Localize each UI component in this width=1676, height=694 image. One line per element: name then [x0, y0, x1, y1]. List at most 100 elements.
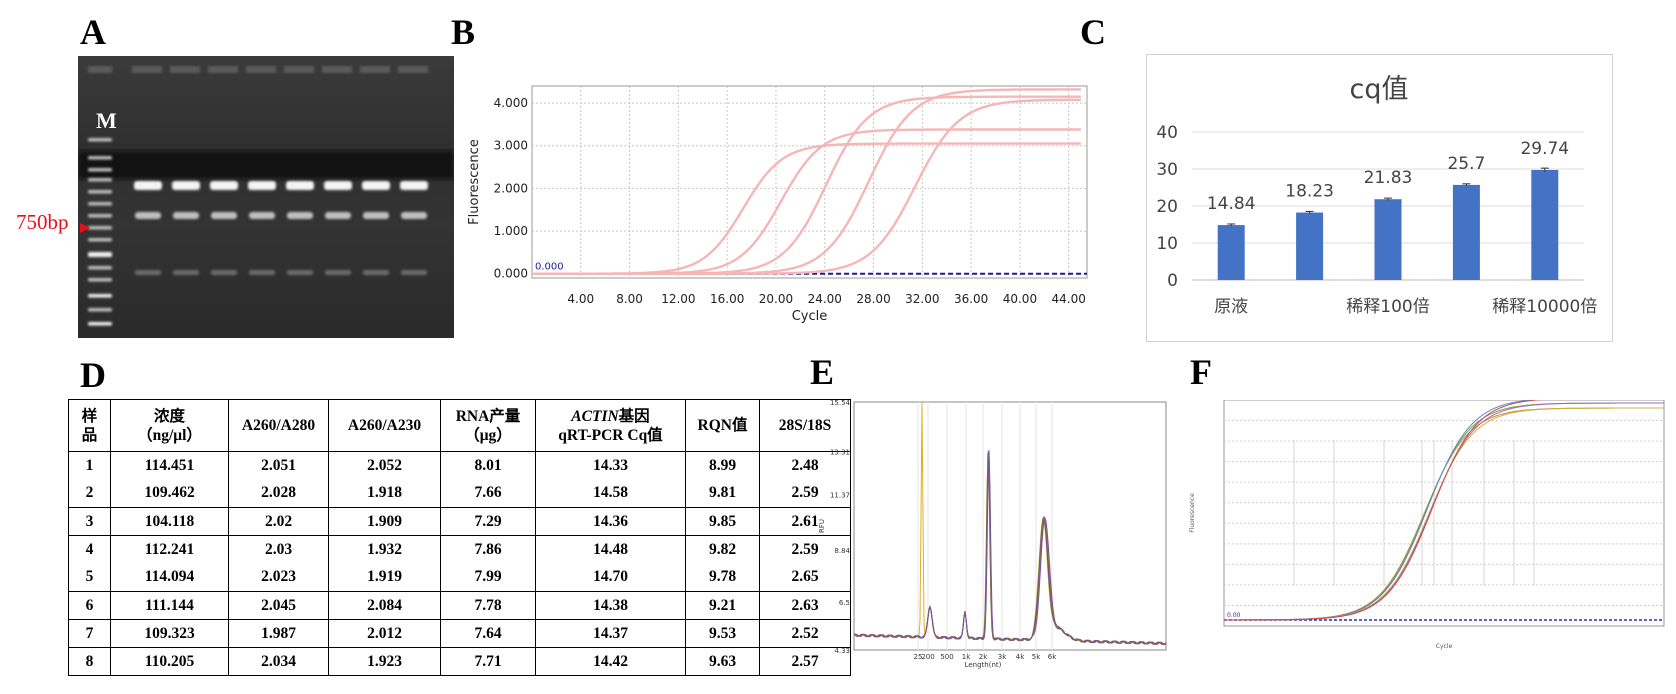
- y-tick-label: 4.000: [494, 96, 528, 110]
- x-tick-label: 4.00: [567, 292, 594, 306]
- y-tick-label: 8.84: [834, 547, 850, 555]
- y-tick-label: 1.000: [494, 224, 528, 238]
- threshold-label: 0.000: [535, 262, 564, 273]
- amplification-curve: [532, 98, 1081, 275]
- table-cell: 114.094: [110, 563, 229, 592]
- table-cell: 9.78: [685, 563, 760, 592]
- ladder-band: [88, 308, 112, 312]
- sample-band-28s: [286, 181, 314, 190]
- threshold-label: 0.00: [1227, 612, 1241, 619]
- table-cell: 7: [68, 619, 111, 648]
- table-cell: 112.241: [110, 535, 229, 564]
- panel-label-c: C: [1080, 12, 1106, 52]
- gel-well: [88, 66, 112, 73]
- table-cell: 9.85: [685, 507, 760, 536]
- bar: [1452, 184, 1480, 280]
- table-header-cell: 28S/18S: [759, 399, 851, 452]
- table-cell: 1.932: [328, 535, 441, 564]
- sample-band-18s: [249, 212, 275, 219]
- y-tick-label: 13.31: [830, 448, 850, 456]
- sample-band-low: [401, 270, 427, 275]
- bar: [1296, 212, 1324, 280]
- table-cell: 2.57: [759, 647, 851, 676]
- x-tick-label: 16.00: [710, 292, 744, 306]
- panel-label-d: D: [80, 355, 106, 395]
- sample-band-low: [135, 270, 161, 275]
- table-cell: 1: [68, 451, 111, 480]
- data-label: 18.23: [1285, 182, 1334, 202]
- y-tick-label: 0.000: [494, 267, 528, 281]
- sample-band-low: [287, 270, 313, 275]
- x-tick-label: 8.00: [616, 292, 643, 306]
- table-cell: 14.42: [535, 647, 686, 676]
- panel-label-a: A: [80, 12, 106, 52]
- sample-band-18s: [135, 212, 161, 219]
- table-row: 5 114.094 2.023 1.919 7.99 14.70 9.78 2.65: [68, 563, 851, 592]
- y-tick-label: 11.37: [830, 491, 850, 499]
- x-tick-label: 3k: [998, 653, 1007, 661]
- replicate-amplification-chart: 0.00 Cycle Fluorescence: [1182, 397, 1672, 690]
- x-tick-label: 28.00: [856, 292, 890, 306]
- data-label: 29.74: [1520, 139, 1569, 159]
- ladder-band: [88, 138, 112, 142]
- x-tick-label: 40.00: [1003, 292, 1037, 306]
- table-cell: 2: [68, 479, 111, 508]
- table-cell: 7.64: [440, 619, 536, 648]
- x-tick-label: 20.00: [759, 292, 793, 306]
- x-tick-label: 12.00: [661, 292, 695, 306]
- table-cell: 111.144: [110, 591, 229, 620]
- table-cell: 7.99: [440, 563, 536, 592]
- y-tick-label: 20: [1156, 197, 1178, 217]
- y-axis-label: RFU: [818, 519, 826, 533]
- sample-band-28s: [324, 181, 352, 190]
- electropherogram-chart: 4.33 6.5 8.84 11.37 13.31 15.54 25 200 500 1k 2k 3k…: [800, 392, 1170, 682]
- gel-image: [78, 56, 454, 338]
- table-cell: 14.38: [535, 591, 686, 620]
- gel-well: [208, 66, 238, 73]
- table-cell: 2.023: [228, 563, 329, 592]
- category-label: 稀释100倍: [1346, 297, 1429, 317]
- x-axis-label: Cycle: [1436, 643, 1453, 650]
- table-header-cell: RQN值: [685, 399, 760, 452]
- table-cell: 5: [68, 563, 111, 592]
- category-label: 原液: [1214, 297, 1248, 317]
- ladder-band: [88, 266, 112, 270]
- marker-label: M: [96, 108, 117, 133]
- table-cell: 7.78: [440, 591, 536, 620]
- table-cell: 104.118: [110, 507, 229, 536]
- table-header-cell: ACTIN基因 qRT-PCR Cq值: [535, 399, 686, 452]
- sample-band-low: [249, 270, 275, 275]
- cq-chart: cq值 0 10 20 30 40 14.84 18.23 21.83 25.7 29.74 原液 稀释…: [1146, 54, 1613, 342]
- y-tick-label: 0: [1167, 271, 1178, 291]
- sample-band-18s: [211, 212, 237, 219]
- y-tick-label: 4.33: [834, 647, 850, 655]
- ladder-band: [88, 252, 112, 257]
- category-label: 稀释10000倍: [1492, 297, 1597, 317]
- panel-label-f: F: [1190, 352, 1212, 392]
- table-cell: 1.987: [228, 619, 329, 648]
- table-cell: 2.52: [759, 619, 851, 648]
- ladder-band: [88, 168, 112, 172]
- x-tick-label: 200: [921, 653, 934, 661]
- x-tick-label: 32.00: [905, 292, 939, 306]
- sample-band-18s: [401, 212, 427, 219]
- sample-band-low: [325, 270, 351, 275]
- x-tick-label: 36.00: [954, 292, 988, 306]
- sample-band-low: [173, 270, 199, 275]
- table-cell: 6: [68, 591, 111, 620]
- table-cell: 4: [68, 535, 111, 564]
- sample-band-28s: [362, 181, 390, 190]
- table-cell: 1.918: [328, 479, 441, 508]
- x-axis-label: Length(nt): [965, 661, 1002, 669]
- y-axis-label: Fluorescence: [467, 139, 482, 225]
- table-cell: 2.052: [328, 451, 441, 480]
- ladder-band: [88, 226, 112, 230]
- ladder-band: [88, 202, 112, 206]
- table-cell: 14.70: [535, 563, 686, 592]
- plot-area: [1223, 399, 1665, 627]
- y-tick-label: 30: [1156, 160, 1178, 180]
- sample-band-28s: [400, 181, 428, 190]
- gel-well: [322, 66, 352, 73]
- table-cell: 2.051: [228, 451, 329, 480]
- x-tick-label: 2k: [979, 653, 988, 661]
